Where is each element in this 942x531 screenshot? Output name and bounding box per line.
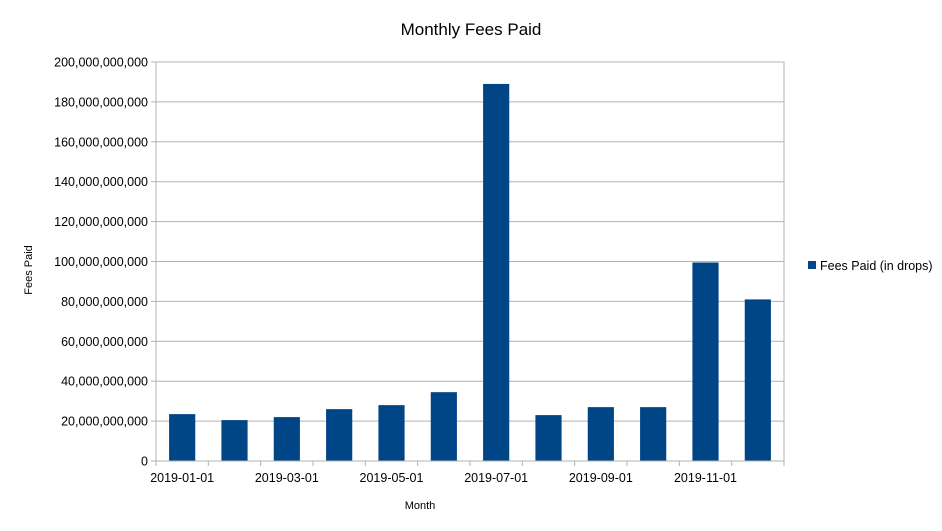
x-tick-label: 2019-01-01 [150,471,214,485]
grid [151,61,784,462]
y-tick-label: 40,000,000,000 [61,375,148,389]
y-tick-label: 60,000,000,000 [61,335,148,349]
legend-label: Fees Paid (in drops) [820,259,933,273]
x-tick-label: 2019-03-01 [255,471,319,485]
bar [640,407,667,461]
legend-swatch [808,261,816,269]
bar [744,299,771,461]
bar [378,405,405,461]
bar [535,415,562,461]
bar [430,392,457,461]
bar [169,414,196,461]
bar [273,417,300,461]
y-tick-label: 120,000,000,000 [54,215,148,229]
y-tick-labels: 0 20,000,000,000 40,000,000,000 60,000,000,… [54,56,148,469]
x-tick-label: 2019-07-01 [464,471,528,485]
y-tick-label: 180,000,000,000 [54,95,148,109]
bar [326,409,353,461]
x-axis-label: Month [405,500,436,512]
y-tick-label: 20,000,000,000 [61,415,148,429]
bar [221,420,248,461]
legend: Fees Paid (in drops) [808,259,933,273]
bar [587,407,614,461]
x-tick-labels: 2019-01-01 2019-03-01 2019-05-01 2019-07-01… [150,461,785,485]
x-tick-label: 2019-09-01 [569,471,633,485]
y-axis-label: Fees Paid [23,245,35,295]
y-tick-label: 100,000,000,000 [54,255,148,269]
chart-title: Monthly Fees Paid [401,20,542,39]
x-tick-label: 2019-11-01 [674,471,737,485]
y-tick-label: 200,000,000,000 [54,56,148,70]
bar [692,262,719,461]
y-tick-label: 80,000,000,000 [61,295,148,309]
y-tick-label: 140,000,000,000 [54,175,148,189]
bar [483,83,510,461]
bars [169,83,771,461]
y-tick-label: 0 [141,455,148,469]
y-tick-label: 160,000,000,000 [54,135,148,149]
x-tick-label: 2019-05-01 [360,471,424,485]
